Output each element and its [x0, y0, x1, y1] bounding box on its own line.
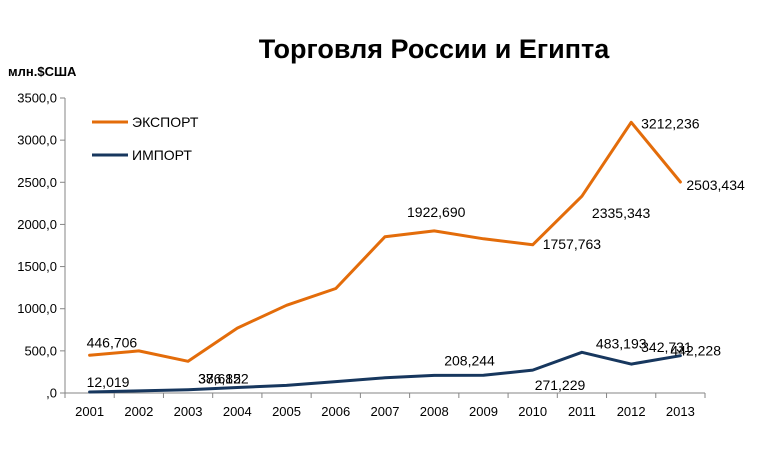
y-tick-label: 1500,0: [17, 259, 57, 274]
series-line-export: [88, 120, 682, 363]
data-label: 3212,236: [641, 115, 700, 131]
y-tick-label: 2000,0: [17, 217, 57, 232]
data-label: 271,229: [535, 377, 586, 393]
legend-label: ИМПОРТ: [132, 147, 192, 163]
series-line-import: [88, 350, 682, 394]
data-label: 442,228: [670, 343, 721, 359]
x-tick-label: 2007: [371, 404, 400, 419]
x-tick-label: 2005: [272, 404, 301, 419]
x-tick-label: 2008: [420, 404, 449, 419]
data-label: 12,019: [87, 374, 130, 390]
y-tick-label: 3000,0: [17, 133, 57, 148]
x-tick-label: 2004: [223, 404, 252, 419]
series-lines: [88, 120, 682, 394]
data-label: 376,152: [198, 370, 249, 386]
x-tick-label: 2013: [666, 404, 695, 419]
x-tick-label: 2009: [469, 404, 498, 419]
x-tick-label: 2010: [518, 404, 547, 419]
data-label: 1922,690: [407, 204, 466, 220]
y-tick-label: 3500,0: [17, 91, 57, 106]
y-tick-label: 2500,0: [17, 175, 57, 190]
data-label: 2335,343: [592, 205, 651, 221]
data-label: 38,682: [198, 371, 241, 387]
legend-label: ЭКСПОРТ: [132, 114, 199, 130]
data-label: 2503,434: [686, 177, 745, 193]
data-label: 483,193: [596, 335, 647, 351]
y-tick-label: 500,0: [24, 343, 57, 358]
data-label: 446,706: [87, 334, 138, 350]
y-tick-label: ,0: [46, 386, 57, 401]
data-label: 342,731: [641, 339, 692, 355]
legend: ЭКСПОРТ ИМПОРТ: [92, 114, 199, 163]
axes: ,0 500,0 1000,0 1500,0 2000,0 2500,0 3000,0 350…: [17, 91, 706, 419]
y-axis-unit-label: млн.$США: [8, 64, 77, 79]
y-tick-label: 1000,0: [17, 301, 57, 316]
x-tick-label: 2012: [617, 404, 646, 419]
x-tick-label: 2001: [75, 404, 104, 419]
x-tick-label: 2006: [321, 404, 350, 419]
data-label: 208,244: [444, 352, 495, 368]
chart-title: Торговля России и Египта: [259, 34, 610, 64]
x-tick-label: 2003: [174, 404, 203, 419]
x-tick-label: 2011: [568, 404, 596, 419]
data-label: 1757,763: [543, 236, 602, 252]
x-tick-label: 2002: [124, 404, 153, 419]
data-labels: 446,706 376,152 1922,690 1757,763 2335,343 32…: [87, 115, 745, 393]
